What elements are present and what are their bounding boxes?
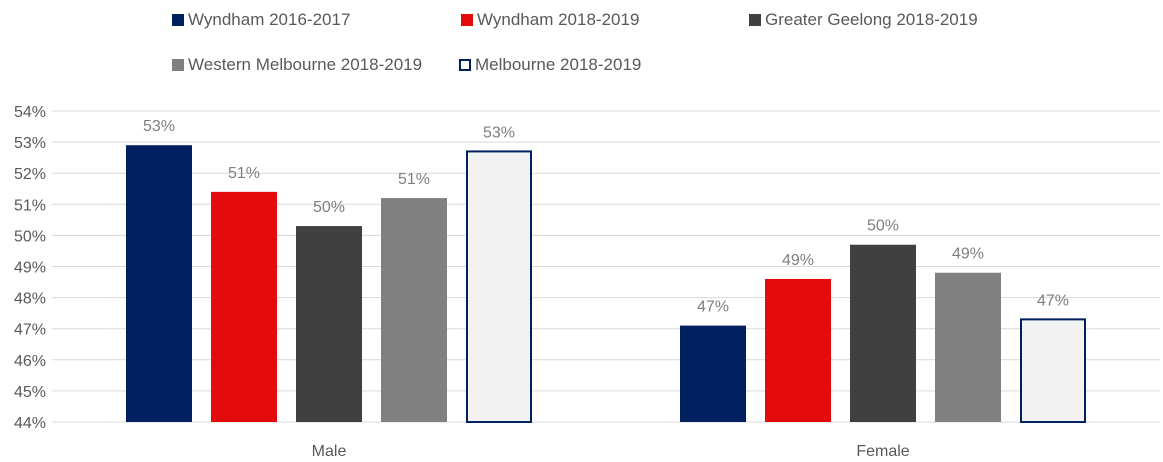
data-label: 51% (398, 171, 430, 188)
legend-label: Wyndham 2018-2019 (477, 10, 640, 29)
legend-entry: Melbourne 2018-2019 (459, 55, 641, 75)
y-tick-label: 52% (14, 166, 46, 183)
y-tick-label: 50% (14, 228, 46, 245)
y-tick-label: 44% (14, 415, 46, 432)
legend-label: Melbourne 2018-2019 (475, 55, 642, 74)
y-tick-label: 48% (14, 291, 46, 308)
y-tick-label: 51% (14, 197, 46, 214)
x-tick-label: Female (856, 443, 909, 460)
y-tick-label: 45% (14, 384, 46, 401)
legend-label: Wyndham 2016-2017 (188, 10, 351, 29)
bar (765, 278, 831, 422)
x-tick-label: Male (312, 443, 347, 460)
bar (211, 191, 277, 422)
data-label: 53% (143, 118, 175, 135)
bar (680, 325, 746, 422)
legend-swatch (461, 14, 473, 26)
data-label: 51% (228, 165, 260, 182)
bar (935, 272, 1001, 422)
y-tick-label: 53% (14, 135, 46, 152)
legend-swatch (749, 14, 761, 26)
y-tick-label: 54% (14, 104, 46, 121)
data-label: 50% (867, 218, 899, 235)
bar (296, 226, 362, 422)
bar (466, 150, 532, 423)
legend-entry: Wyndham 2016-2017 (172, 10, 350, 30)
legend-swatch (172, 14, 184, 26)
bar (1020, 318, 1086, 423)
legend-entry: Western Melbourne 2018-2019 (172, 55, 422, 75)
legend-swatch (459, 59, 471, 71)
data-label: 47% (1037, 292, 1069, 309)
y-tick-label: 46% (14, 353, 46, 370)
data-label: 49% (952, 246, 984, 263)
data-label: 50% (313, 199, 345, 216)
bar (381, 198, 447, 422)
y-tick-label: 49% (14, 260, 46, 277)
legend-entry: Wyndham 2018-2019 (461, 10, 639, 30)
legend-swatch (172, 59, 184, 71)
data-label: 53% (483, 124, 515, 141)
bar (850, 244, 916, 422)
data-label: 49% (782, 252, 814, 269)
legend-label: Greater Geelong 2018-2019 (765, 10, 978, 29)
legend-label: Western Melbourne 2018-2019 (188, 55, 423, 74)
legend-entry: Greater Geelong 2018-2019 (749, 10, 978, 30)
bar (126, 145, 192, 422)
y-tick-label: 47% (14, 322, 46, 339)
data-label: 47% (697, 299, 729, 316)
